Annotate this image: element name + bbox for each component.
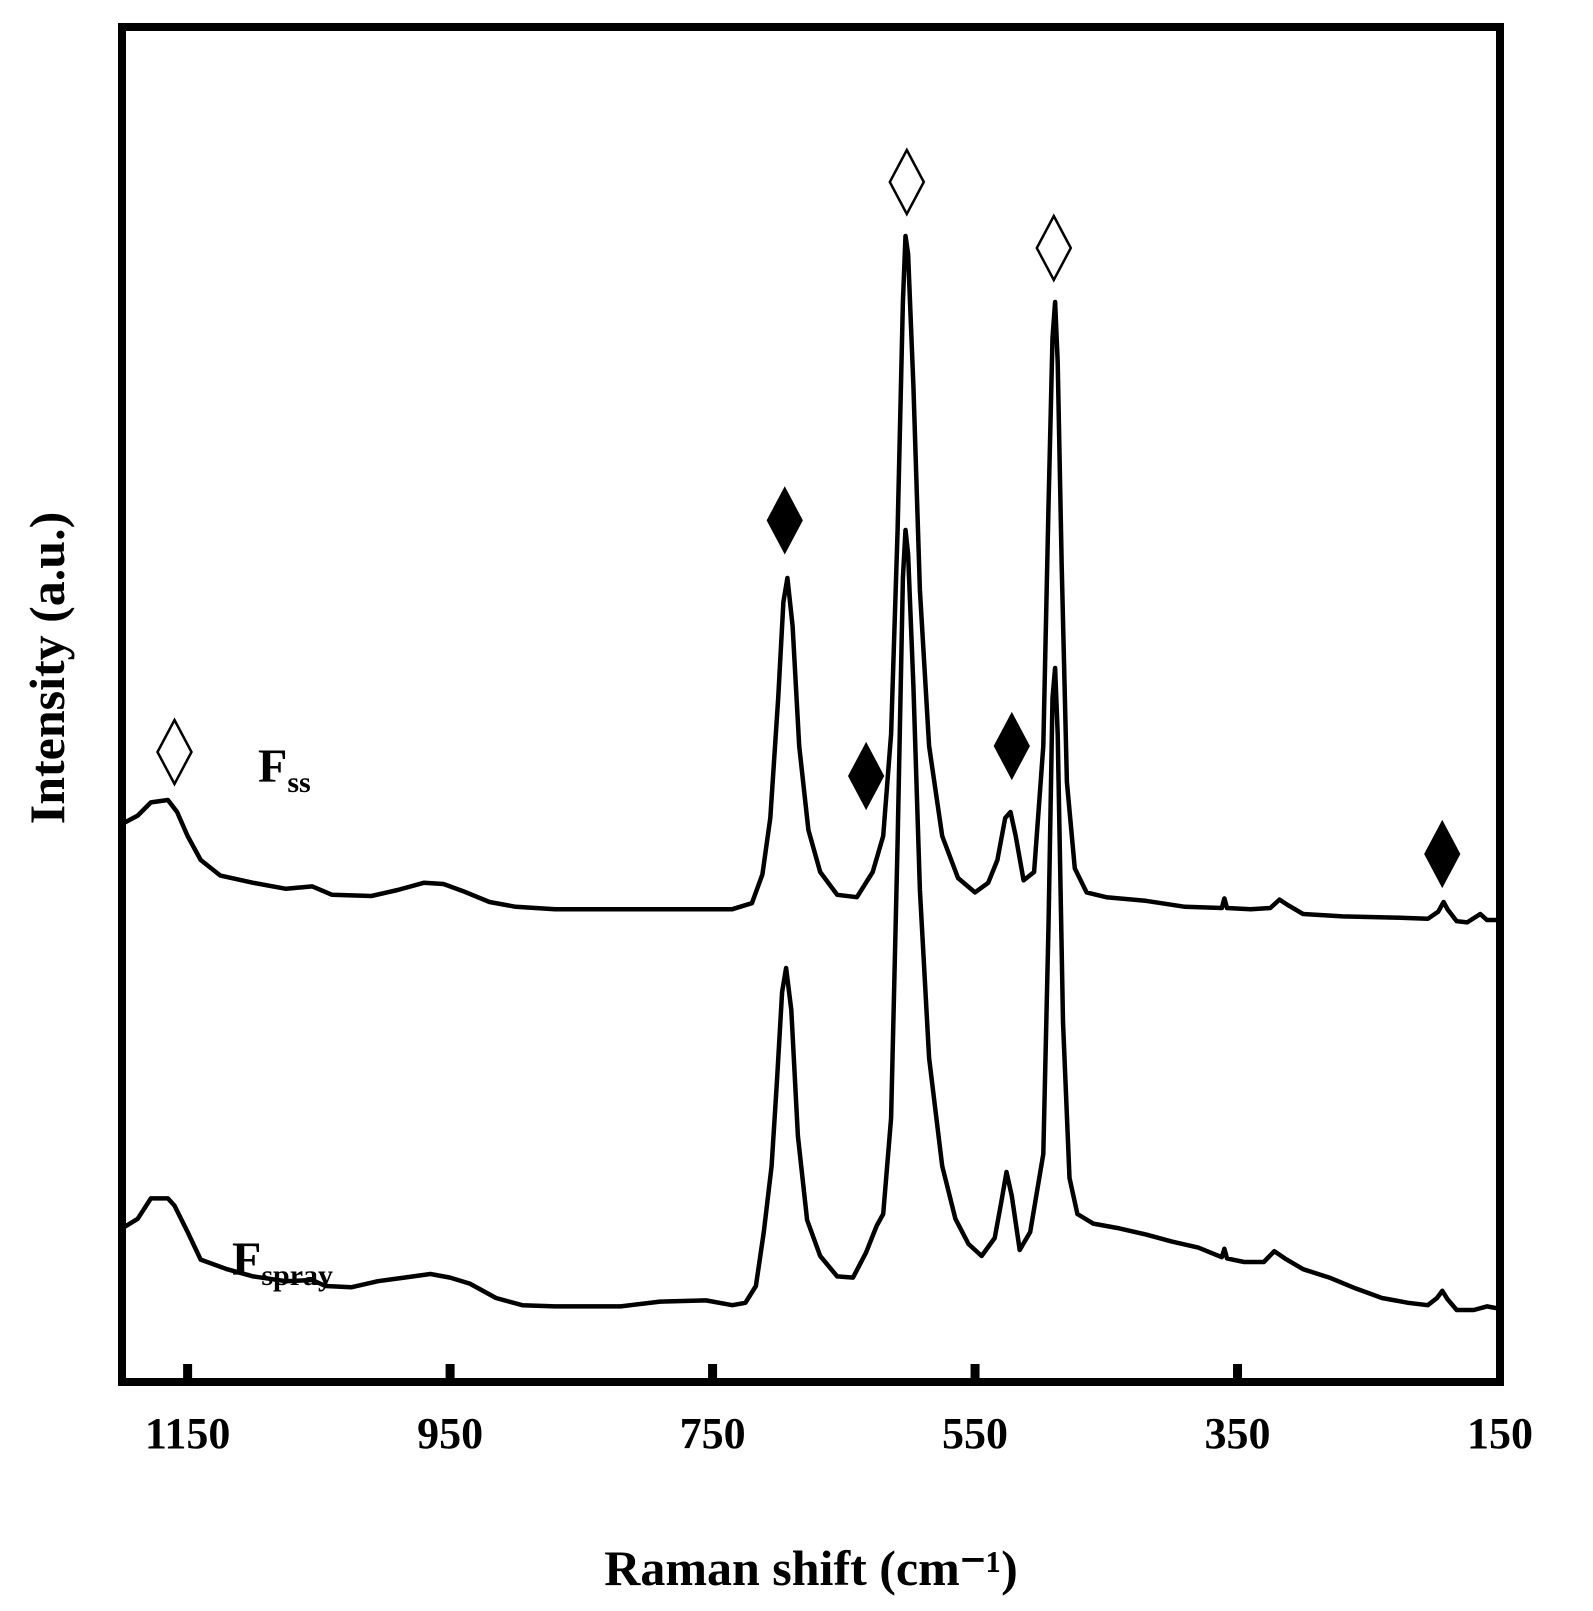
series-label-spray: Fspray xyxy=(232,1233,333,1292)
open-diamond-marker xyxy=(1035,213,1073,283)
y-axis-title: Intensity (a.u.) xyxy=(19,512,75,825)
filled-diamond-marker xyxy=(847,741,885,811)
series-labels: Fss Fspray xyxy=(232,740,333,1292)
series-line-spray xyxy=(119,527,1503,1313)
x-tick-label: 750 xyxy=(680,1409,746,1458)
filled-diamond-marker xyxy=(993,711,1030,781)
x-tick-label: 550 xyxy=(942,1409,1008,1458)
x-axis-ticks: 1150 950 750 550 350 150 xyxy=(145,1364,1533,1458)
series-line-ss xyxy=(119,233,1503,925)
series-layer xyxy=(119,233,1503,1313)
x-tick-label: 1150 xyxy=(145,1409,231,1458)
x-axis-title: Raman shift (cm⁻¹) xyxy=(604,1540,1018,1596)
series-label-ss: Fss xyxy=(258,740,311,799)
x-tick-label: 350 xyxy=(1205,1409,1271,1458)
filled-diamond-marker xyxy=(1424,819,1461,889)
x-tick-label: 950 xyxy=(417,1409,483,1458)
open-diamond-marker xyxy=(156,717,193,787)
x-tick-label: 150 xyxy=(1467,1409,1533,1458)
filled-diamond-marker xyxy=(766,486,803,555)
annotation-markers xyxy=(156,147,1461,889)
open-diamond-marker xyxy=(888,147,926,217)
plot-frame xyxy=(118,23,1504,1386)
